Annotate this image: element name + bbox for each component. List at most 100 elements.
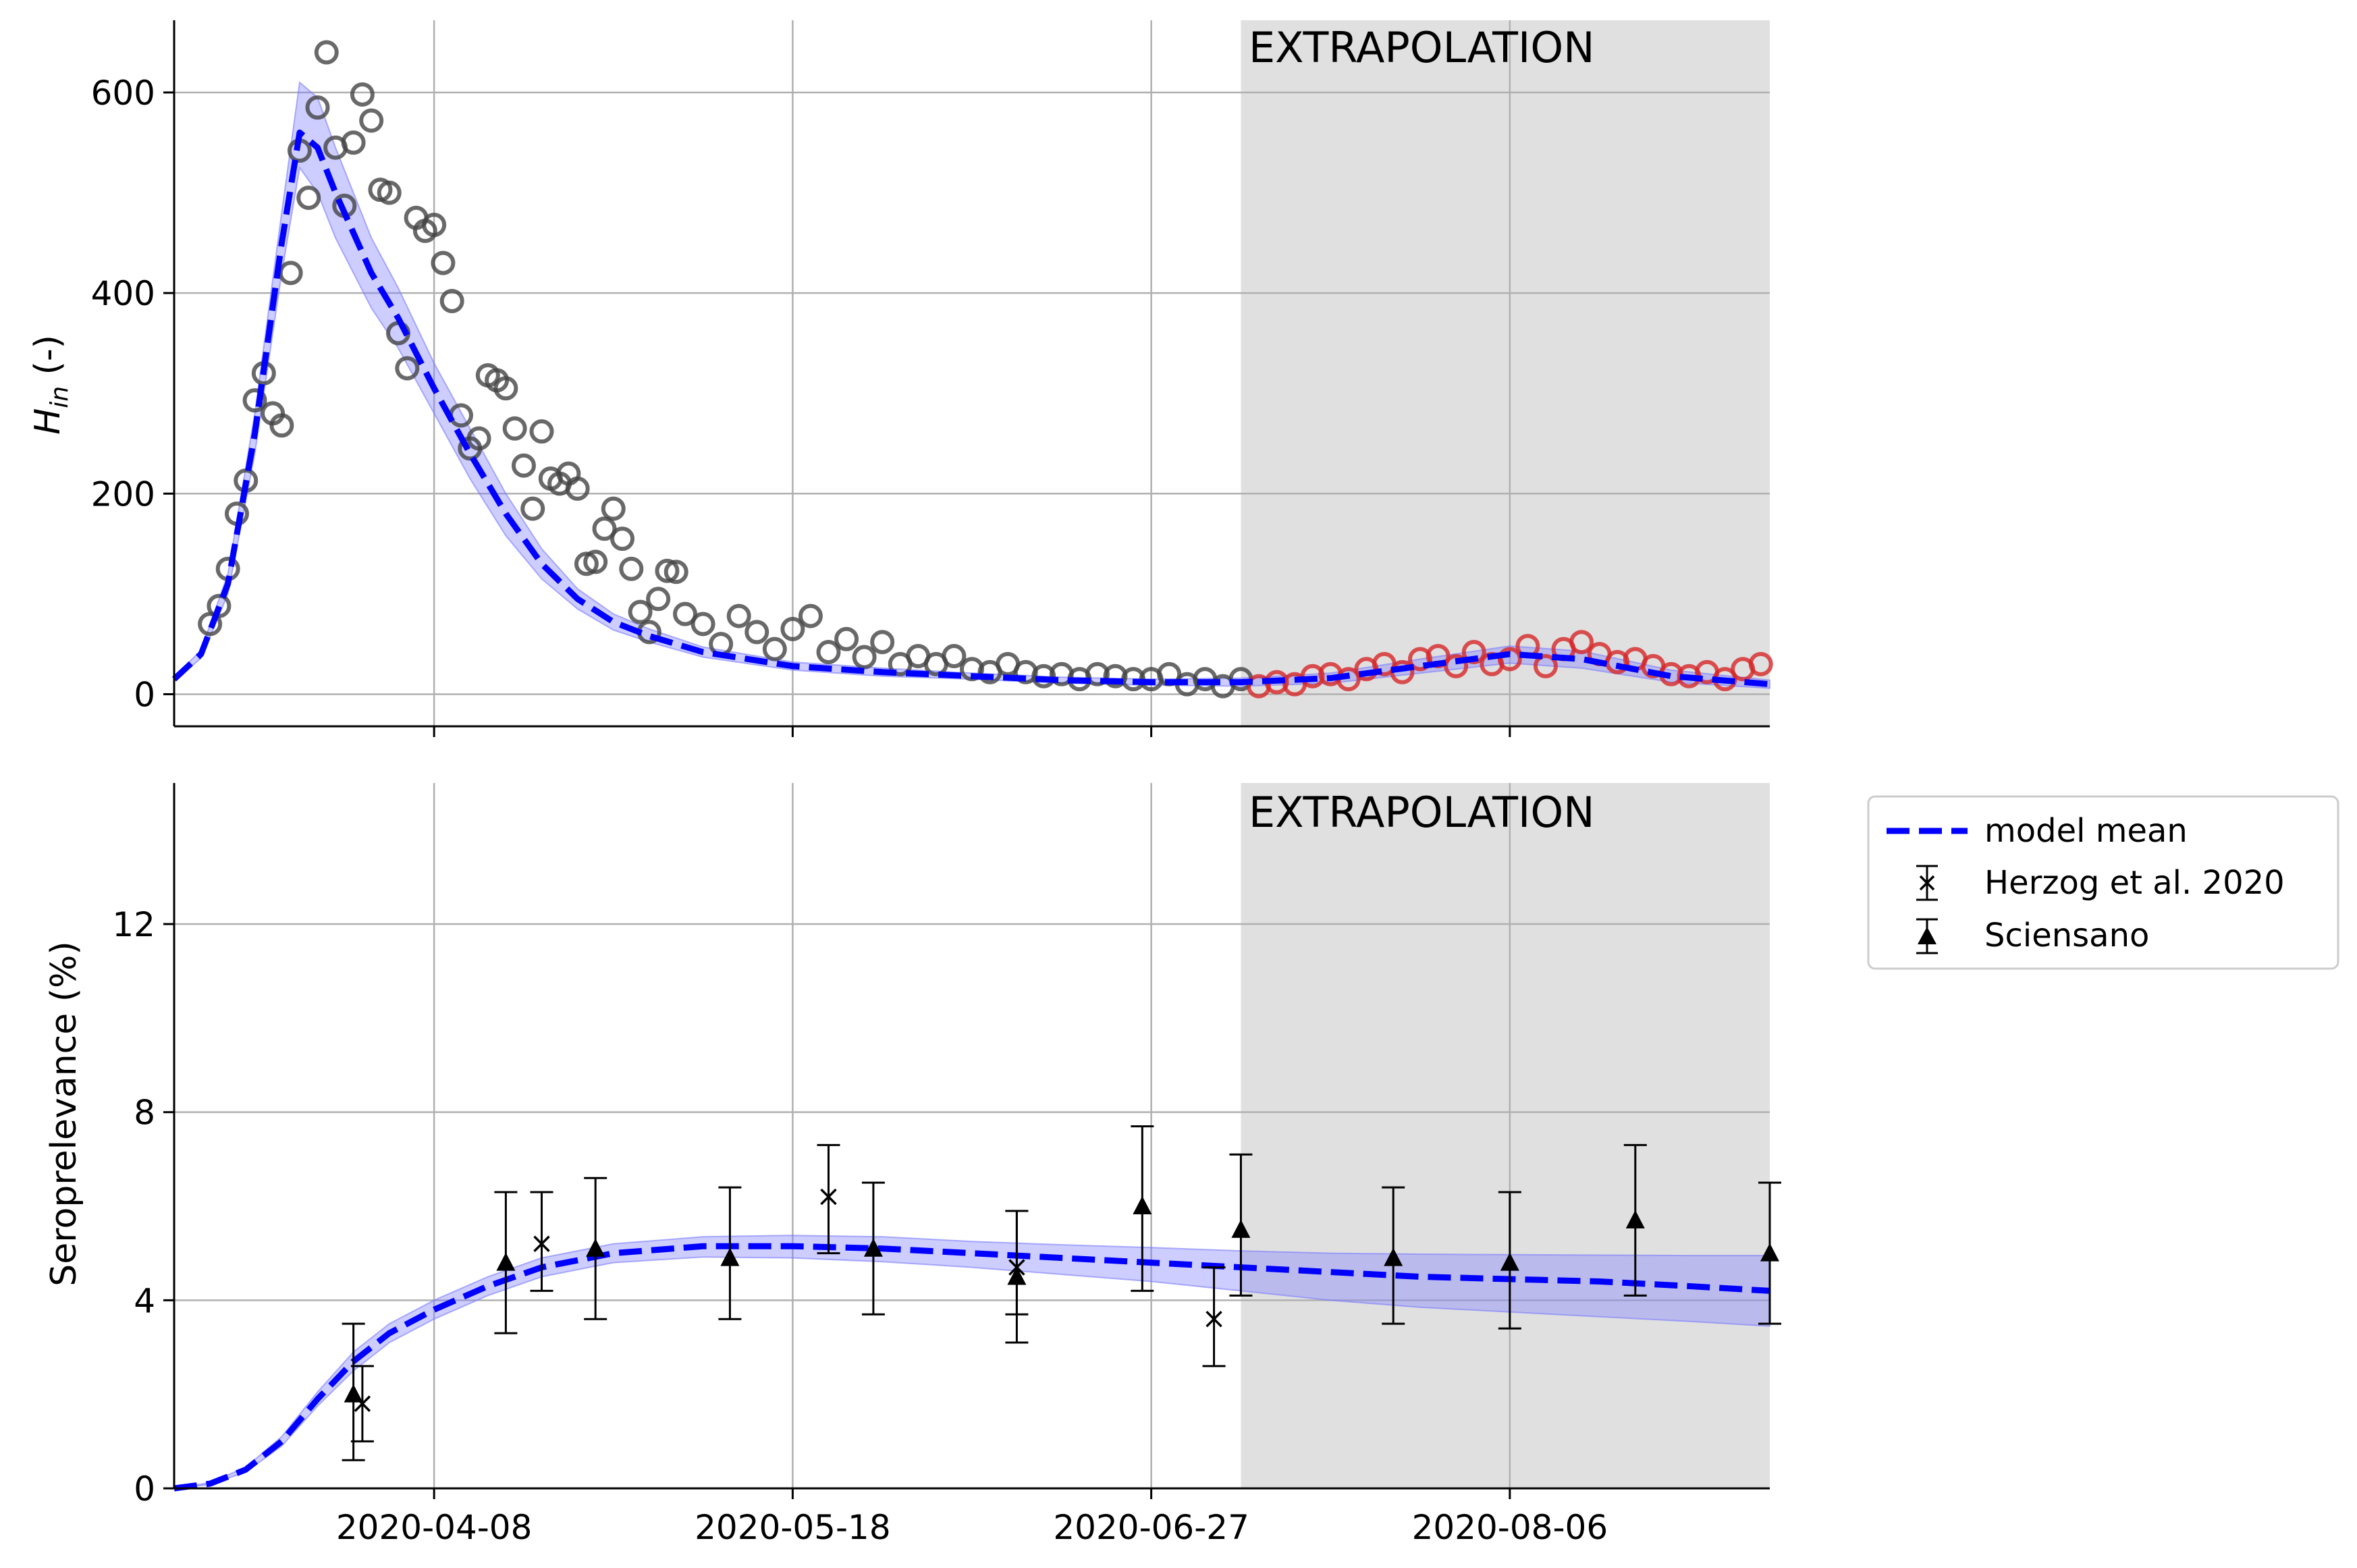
sciensano-point (584, 1177, 607, 1320)
bottom-extrapolation-label: EXTRAPOLATION (1249, 788, 1595, 837)
observed-point (619, 556, 644, 581)
legend-frame (1867, 795, 2339, 970)
herzog-point (530, 1191, 553, 1292)
observed-point-extrapolation (1497, 647, 1522, 672)
observed-point (816, 640, 841, 665)
bottom-axes (173, 783, 1770, 1490)
bottom-x-ticks: 2020-04-08 2020-05-18 2020-06-27 2020-08-06 (336, 1488, 1608, 1547)
top-y-axis-label-sub: in (46, 386, 74, 408)
observed-point (762, 637, 787, 661)
bottom-extrapolation-region (1241, 783, 1770, 1488)
legend-sciensano-swatch (1916, 918, 1938, 954)
observed-point (493, 376, 518, 401)
y-tick-label: 400 (91, 274, 155, 313)
observed-point-extrapolation (1533, 653, 1558, 678)
top-y-axis-label-suffix: (-) (28, 335, 68, 386)
observed-point (314, 40, 339, 65)
observed-point (690, 612, 715, 637)
observed-point (673, 601, 698, 626)
observed-point (529, 419, 554, 444)
observed-point-extrapolation (1748, 651, 1773, 676)
sciensano-point (1498, 1191, 1521, 1330)
model-uncertainty-band (173, 81, 1770, 689)
observed-point (422, 213, 447, 238)
observed-point (1031, 664, 1056, 688)
y-tick-label: 4 (134, 1281, 155, 1320)
top-model-mean (171, 129, 1770, 688)
sciensano-point (1382, 1186, 1405, 1325)
observed-point (726, 603, 751, 628)
sciensano-point (1623, 1143, 1647, 1297)
model-mean-line (171, 129, 1770, 688)
observed-point (395, 356, 420, 381)
legend-herzog-label: Herzog et al. 2020 (1984, 864, 2285, 902)
observed-point (852, 645, 877, 670)
sciensano-point (1758, 1181, 1781, 1325)
observed-point (439, 289, 464, 314)
observed-point-extrapolation (1300, 664, 1325, 688)
observed-point (242, 388, 267, 413)
observed-point (296, 185, 321, 210)
observed-point (520, 496, 545, 521)
bottom-y-ticks: 0 4 8 12 (112, 905, 174, 1509)
observed-point (511, 453, 536, 478)
observed-point (798, 603, 823, 628)
bottom-model-mean (173, 1243, 1770, 1492)
legend-herzog-swatch (1916, 865, 1938, 901)
observed-point (663, 560, 688, 585)
sciensano-point (1229, 1153, 1253, 1297)
legend-model-mean-label: model mean (1984, 812, 2188, 850)
observed-point (565, 476, 590, 501)
observed-point (870, 630, 895, 655)
sciensano-point (718, 1186, 742, 1320)
legend: model mean Herzog et al. 2020 Sciensano (1867, 795, 2339, 970)
observed-point (350, 82, 375, 107)
top-x-ticks (433, 726, 1511, 737)
top-grid (174, 20, 1770, 726)
observed-point (610, 526, 635, 551)
observed-point (628, 599, 653, 624)
legend-sciensano-label: Sciensano (1984, 917, 2149, 954)
y-tick-label: 600 (91, 74, 155, 113)
observed-point (502, 416, 527, 441)
herzog-errorbars (350, 1143, 1226, 1442)
sciensano-point (342, 1322, 365, 1461)
observed-point-extrapolation (1461, 640, 1486, 665)
observed-point (207, 593, 232, 618)
observed-point (431, 250, 456, 275)
observed-point (744, 620, 769, 645)
sciensano-point (861, 1181, 885, 1316)
observed-point-extrapolation (1444, 653, 1469, 678)
observed-point (601, 496, 626, 521)
observed-point (780, 616, 805, 641)
x-tick-label: 2020-04-08 (336, 1508, 533, 1547)
top-model-band (173, 81, 1770, 689)
top-y-ticks: 0 200 400 600 (91, 74, 174, 714)
observed-point (655, 558, 680, 583)
y-tick-label: 0 (134, 1469, 155, 1509)
top-y-axis-label: Hin (-) (28, 335, 74, 435)
y-tick-label: 0 (134, 675, 155, 714)
x-tick-label: 2020-06-27 (1053, 1508, 1249, 1547)
y-tick-label: 12 (112, 905, 155, 944)
sciensano-point (494, 1191, 518, 1334)
hospitalizations-panel: 0 200 400 600 EXTRAPOLATION Hin (-) (28, 20, 1773, 737)
y-tick-label: 200 (91, 475, 155, 514)
observed-point (466, 426, 491, 451)
sciensano-point (1131, 1125, 1154, 1292)
bottom-y-axis-label: Seroprelevance (%) (44, 941, 84, 1286)
observed-point (305, 95, 330, 120)
herzog-point (1202, 1266, 1226, 1368)
observed-point (646, 587, 671, 612)
top-extrapolation-region (1241, 20, 1770, 726)
observed-point (583, 549, 608, 574)
observed-point (278, 261, 303, 286)
observed-point (269, 413, 294, 438)
x-tick-label: 2020-05-18 (695, 1508, 891, 1547)
top-extrapolation-label: EXTRAPOLATION (1249, 23, 1595, 72)
y-tick-label: 8 (134, 1093, 155, 1133)
observed-point (1085, 661, 1110, 686)
